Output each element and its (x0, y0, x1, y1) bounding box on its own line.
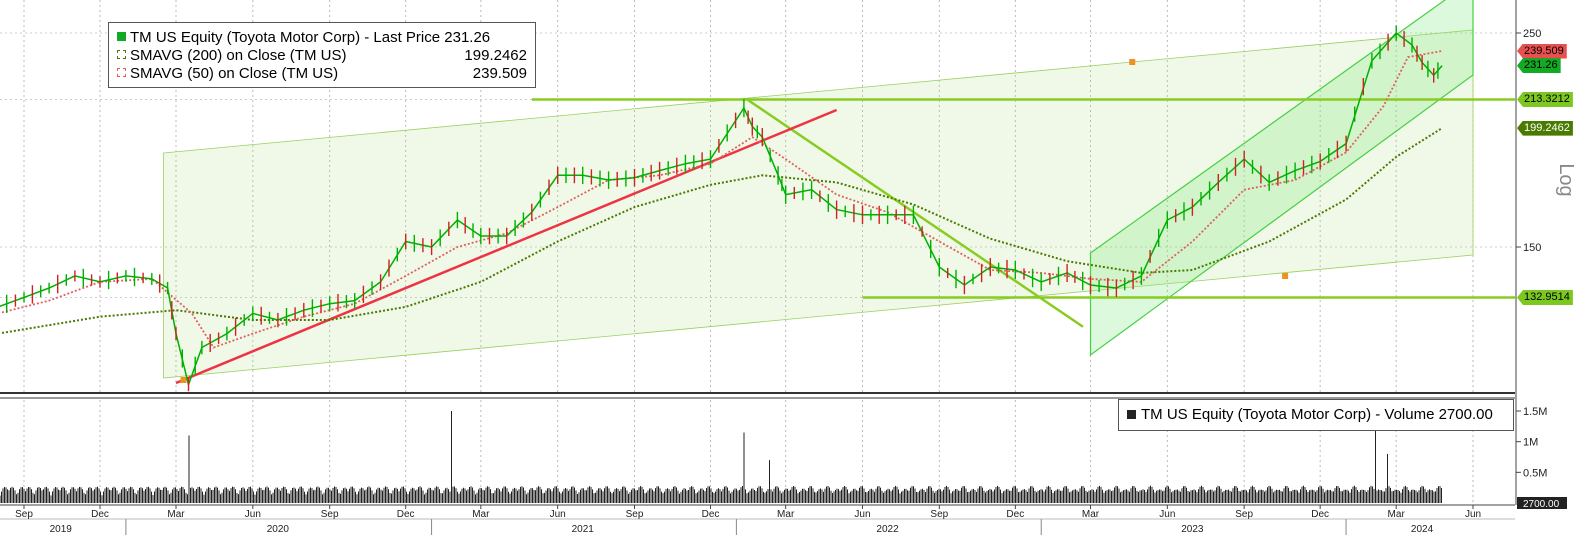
x-tick-label-5: Dec (397, 509, 415, 520)
price-tick-label-150: 150 (1523, 242, 1541, 254)
price-tag-199.2462: 199.2462 (1517, 120, 1573, 136)
x-tick-label-9: Dec (702, 509, 720, 520)
x-tick-label-15: Jun (1159, 509, 1175, 520)
volume-tick-label-1M: 1M (1523, 437, 1538, 449)
year-label-2020: 2020 (267, 524, 290, 535)
anchor-marker-0 (180, 377, 187, 383)
x-tick-label-19: Jun (1465, 509, 1481, 520)
price-tick-label-250: 250 (1523, 28, 1541, 40)
legend-price-text: TM US Equity (Toyota Motor Corp) - Last … (130, 29, 491, 46)
sma200-swatch-icon (117, 50, 126, 59)
year-label-2022: 2022 (876, 524, 899, 535)
wide-channel (163, 29, 1474, 379)
price-series-group (0, 25, 1443, 392)
legend-sma50-value: 239.509 (472, 65, 527, 82)
x-tick-label-18: Mar (1388, 509, 1406, 520)
x-tick-label-12: Sep (930, 509, 948, 520)
volume-last-label: 2700.00 (1523, 499, 1560, 510)
x-tick-label-16: Sep (1235, 509, 1253, 520)
legend-row-sma50: SMAVG (50) on Close (TM US) 239.509 (117, 65, 527, 83)
x-tick-label-13: Dec (1006, 509, 1024, 520)
legend-row-sma200: SMAVG (200) on Close (TM US) 199.2462 (117, 47, 527, 65)
x-tick-label-10: Mar (777, 509, 795, 520)
down-trend-line (747, 99, 1084, 328)
price-tag-213.3212: 213.3212 (1517, 92, 1573, 107)
volume-legend-text: TM US Equity (Toyota Motor Corp) - Volum… (1141, 406, 1493, 423)
volume-bars-group (0, 411, 1442, 503)
legend-row-price: TM US Equity (Toyota Motor Corp) - Last … (117, 29, 527, 47)
x-tick-label-1: Dec (91, 509, 109, 520)
sma200-line (0, 127, 1443, 335)
volume-swatch-icon (1127, 410, 1136, 419)
legend-sma50-text: SMAVG (50) on Close (TM US) (130, 65, 339, 82)
sma50-swatch-icon (117, 68, 126, 77)
year-label-2019: 2019 (50, 524, 73, 535)
year-label-2023: 2023 (1181, 524, 1204, 535)
x-tick-label-3: Jun (245, 509, 261, 520)
axes: 150 250 Log 1.5M 1M 0.5M 2700.00 Sep Dec Mar Jun Se… (0, 0, 1577, 535)
volume-tick-label-0.5M: 0.5M (1523, 467, 1547, 479)
x-tick-label-11: Jun (854, 509, 870, 520)
anchor-marker-1 (1129, 59, 1136, 65)
volume-legend: TM US Equity (Toyota Motor Corp) - Volum… (1118, 399, 1514, 431)
volume-tick-label-1.5M: 1.5M (1523, 406, 1547, 418)
anchor-marker-2 (1282, 273, 1289, 279)
price-tag-231.26: 231.26 (1517, 58, 1561, 74)
price-tag-132.9514: 132.9514 (1517, 290, 1573, 305)
x-tick-label-17: Dec (1311, 509, 1329, 520)
price-tag-239.509: 239.509 (1517, 43, 1567, 59)
price-swatch-icon (117, 32, 126, 41)
x-tick-label-8: Sep (626, 509, 644, 520)
x-tick-label-14: Mar (1082, 509, 1100, 520)
price-legend: TM US Equity (Toyota Motor Corp) - Last … (108, 22, 536, 88)
up-trend-line (175, 108, 838, 385)
year-label-2024: 2024 (1411, 524, 1434, 535)
year-label-2021: 2021 (572, 524, 595, 535)
legend-sma200-value: 199.2462 (464, 47, 527, 64)
legend-sma200-text: SMAVG (200) on Close (TM US) (130, 47, 347, 64)
x-tick-label-6: Mar (472, 509, 490, 520)
x-tick-label-7: Jun (550, 509, 566, 520)
x-tick-label-4: Sep (321, 509, 339, 520)
x-tick-label-0: Sep (15, 509, 33, 520)
x-tick-label-2: Mar (167, 509, 185, 520)
volume-last-tag (1517, 497, 1567, 509)
log-scale-label: Log (1555, 163, 1577, 196)
